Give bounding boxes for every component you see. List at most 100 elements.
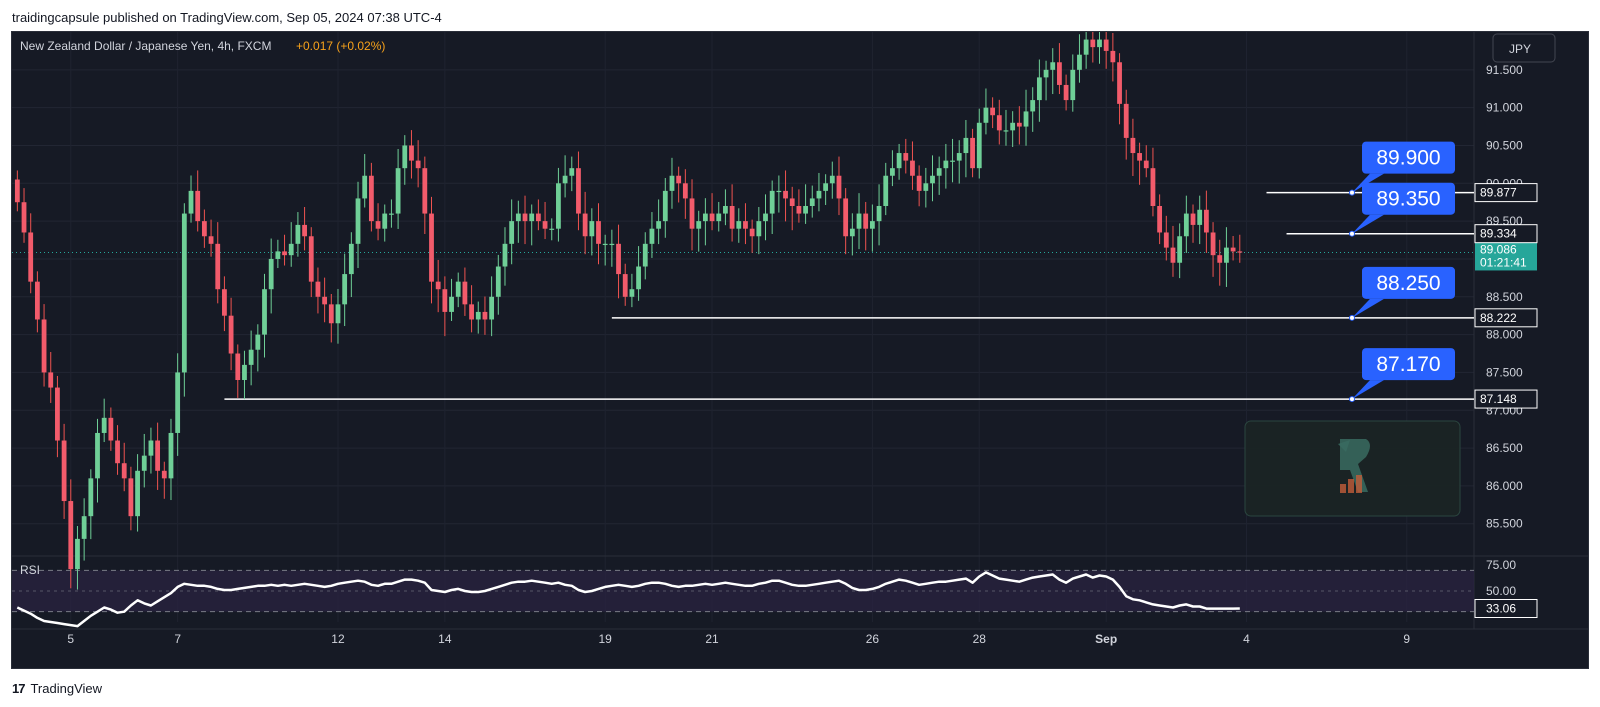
candle-body[interactable] (702, 213, 708, 222)
rsi-line[interactable] (16, 571, 1240, 628)
candle-body[interactable] (716, 213, 722, 222)
candle-body[interactable] (402, 145, 408, 169)
candle-body[interactable] (556, 183, 561, 229)
candle-body[interactable] (1036, 77, 1042, 101)
candle-body[interactable] (462, 281, 468, 305)
candle-body[interactable] (776, 190, 782, 193)
candle-body[interactable] (836, 175, 842, 199)
candle-body[interactable] (903, 153, 909, 161)
candlestick-chart[interactable]: 85.50086.00086.50087.00087.50088.00088.5… (12, 17, 1588, 668)
candle-body[interactable] (1023, 111, 1029, 127)
candle-body[interactable] (569, 168, 575, 176)
candle-body[interactable] (101, 417, 107, 433)
candle-body[interactable] (1197, 209, 1203, 225)
candle-body[interactable] (923, 183, 929, 191)
callout-box[interactable] (1362, 266, 1455, 299)
candle-body[interactable] (255, 334, 261, 350)
candle-body[interactable] (1097, 39, 1102, 48)
candle-body[interactable] (161, 470, 167, 479)
candle-body[interactable] (1183, 213, 1189, 237)
candle-body[interactable] (896, 153, 902, 169)
candle-body[interactable] (1057, 62, 1062, 85)
candle-body[interactable] (649, 228, 655, 244)
candle-body[interactable] (175, 372, 181, 433)
candle-body[interactable] (168, 432, 174, 479)
candle-body[interactable] (215, 243, 221, 290)
candle-body[interactable] (262, 289, 267, 335)
candle-body[interactable] (509, 221, 515, 244)
candle-body[interactable] (816, 190, 822, 199)
candle-body[interactable] (783, 190, 788, 199)
candle-body[interactable] (950, 160, 955, 162)
candle-body[interactable] (28, 232, 34, 282)
candle-body[interactable] (1130, 137, 1136, 154)
candle-body[interactable] (449, 296, 454, 312)
candle-body[interactable] (1103, 39, 1109, 51)
candle-body[interactable] (1123, 103, 1129, 138)
candle-body[interactable] (789, 198, 795, 206)
candle-body[interactable] (1110, 50, 1116, 63)
candle-body[interactable] (943, 160, 949, 169)
candle-body[interactable] (1063, 84, 1069, 101)
candle-body[interactable] (549, 228, 555, 230)
candle-body[interactable] (1217, 255, 1223, 263)
candle-body[interactable] (629, 289, 635, 297)
candle-body[interactable] (1157, 206, 1163, 233)
candle-body[interactable] (315, 281, 321, 297)
candle-body[interactable] (208, 236, 214, 244)
candle-body[interactable] (930, 175, 935, 184)
candle-body[interactable] (155, 440, 161, 471)
candle-body[interactable] (248, 349, 254, 365)
candle-body[interactable] (636, 266, 641, 290)
candle-body[interactable] (1170, 247, 1176, 263)
candle-body[interactable] (422, 168, 428, 214)
callout-box[interactable] (1362, 141, 1455, 174)
candle-body[interactable] (121, 463, 127, 479)
candle-body[interactable] (682, 183, 688, 199)
candle-body[interactable] (616, 243, 621, 275)
candle-body[interactable] (1016, 122, 1022, 127)
candle-body[interactable] (916, 175, 922, 191)
candle-body[interactable] (970, 137, 975, 169)
candle-body[interactable] (1163, 232, 1169, 248)
candle-body[interactable] (990, 107, 996, 116)
candle-body[interactable] (348, 243, 354, 275)
candle-body[interactable] (435, 281, 441, 290)
candle-body[interactable] (582, 213, 588, 237)
candle-body[interactable] (442, 289, 448, 312)
candle-body[interactable] (869, 221, 875, 229)
candle-body[interactable] (709, 213, 715, 222)
candle-body[interactable] (375, 221, 381, 229)
candle-body[interactable] (1230, 247, 1236, 252)
candle-body[interactable] (141, 455, 147, 471)
candle-body[interactable] (876, 206, 882, 222)
candle-body[interactable] (1143, 160, 1149, 169)
candle-body[interactable] (689, 198, 695, 229)
candle-body[interactable] (976, 122, 982, 169)
candle-body[interactable] (322, 296, 328, 305)
candle-body[interactable] (963, 137, 969, 154)
candle-body[interactable] (910, 160, 915, 176)
candle-body[interactable] (1030, 100, 1036, 112)
candle-body[interactable] (829, 175, 835, 184)
candle-body[interactable] (736, 221, 742, 229)
candle-body[interactable] (743, 221, 748, 229)
candle-body[interactable] (1010, 122, 1016, 131)
price-axis[interactable]: 85.50086.00086.50087.00087.50088.00088.5… (1473, 32, 1523, 629)
candle-body[interactable] (1190, 213, 1196, 225)
candle-body[interactable] (495, 266, 501, 297)
candle-body[interactable] (355, 198, 361, 244)
candle-body[interactable] (996, 115, 1002, 131)
candle-body[interactable] (622, 274, 628, 297)
candle-body[interactable] (1083, 39, 1089, 55)
candle-body[interactable] (295, 224, 301, 244)
chart-frame[interactable]: 85.500 86.000 86.500 87.000 87.500 88.000 88.5… (11, 17, 1589, 669)
candle-body[interactable] (34, 281, 40, 320)
candle-body[interactable] (368, 175, 374, 222)
candle-body[interactable] (75, 538, 80, 570)
candles[interactable] (14, 17, 1243, 590)
candle-body[interactable] (41, 319, 47, 373)
candle-body[interactable] (723, 206, 728, 214)
candle-body[interactable] (1077, 54, 1082, 70)
